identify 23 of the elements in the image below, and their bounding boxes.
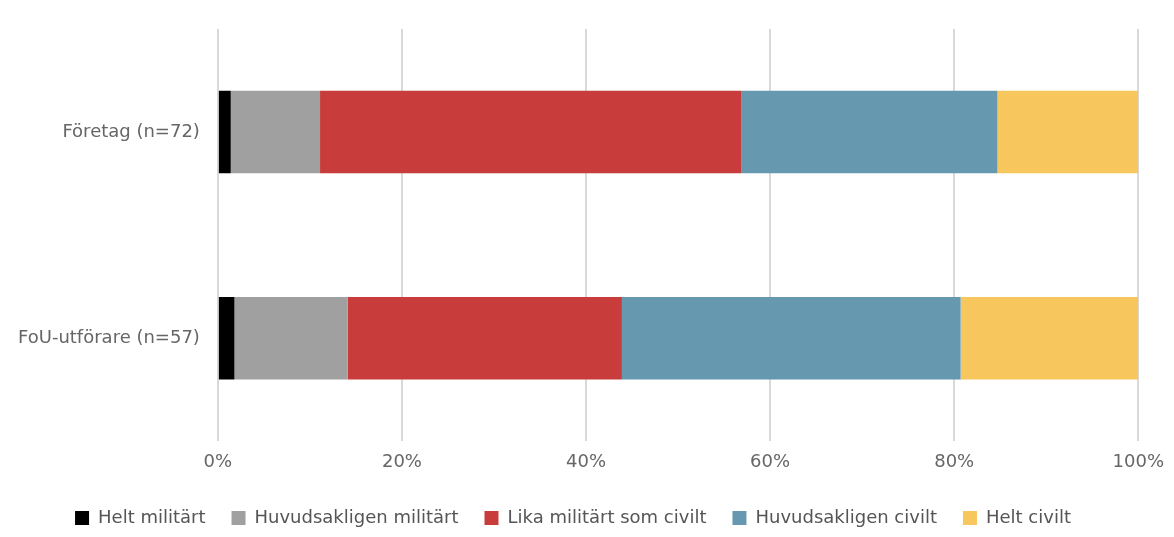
bar bbox=[218, 296, 235, 380]
y-tick-label: FoU-utförare (n=57) bbox=[17, 325, 200, 347]
bar bbox=[960, 296, 1139, 380]
legend-label: Huvudsakligen militärt bbox=[254, 505, 459, 527]
legend-label: Helt militärt bbox=[98, 505, 206, 527]
x-tick-label: 0% bbox=[203, 449, 233, 471]
x-tick-label: 80% bbox=[934, 449, 975, 471]
bar bbox=[230, 90, 321, 174]
bar bbox=[621, 296, 961, 380]
y-tick-label: Företag (n=72) bbox=[62, 119, 200, 141]
x-tick-label: 60% bbox=[750, 449, 791, 471]
legend-label: Helt civilt bbox=[985, 505, 1071, 527]
x-tick-label: 40% bbox=[566, 449, 607, 471]
bar bbox=[320, 90, 742, 174]
x-tick-label: 100% bbox=[1112, 449, 1164, 471]
x-tick-label: 20% bbox=[381, 449, 422, 471]
legend-label: Lika militärt som civilt bbox=[507, 505, 707, 527]
bar bbox=[218, 90, 231, 174]
bar bbox=[234, 296, 348, 380]
bar bbox=[997, 90, 1139, 174]
bar bbox=[347, 296, 622, 380]
bar bbox=[741, 90, 998, 174]
legend-label: Huvudsakligen civilt bbox=[755, 505, 937, 527]
